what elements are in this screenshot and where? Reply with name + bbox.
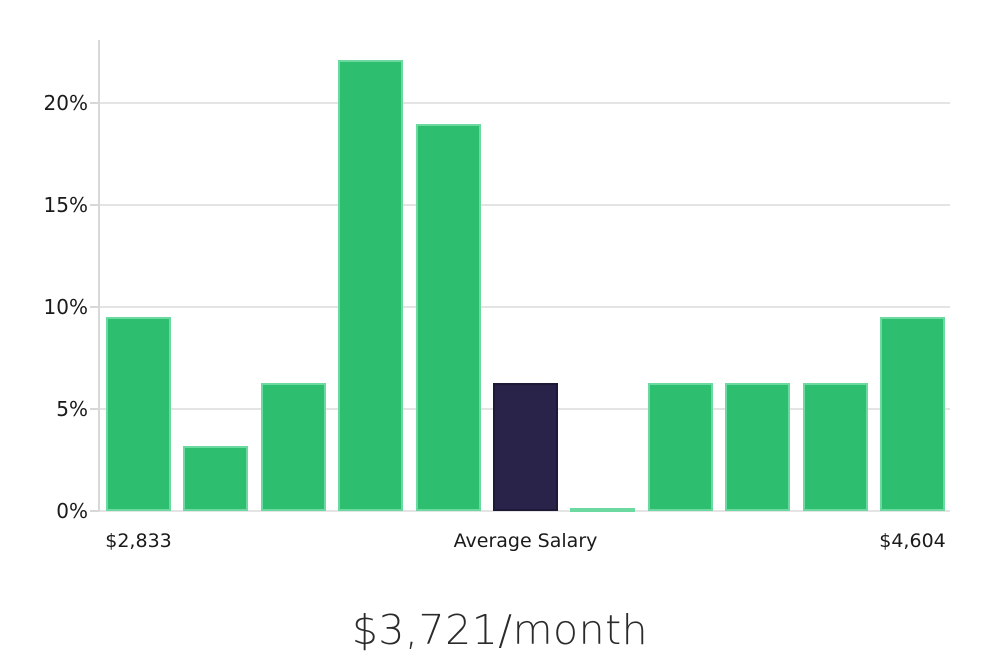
y-tick-label: 0%	[56, 499, 88, 523]
y-axis-line	[98, 40, 100, 511]
bar-salary-bucket-0	[106, 317, 171, 511]
gridline-20%	[99, 102, 950, 105]
bar-salary-bucket-9	[802, 382, 868, 511]
bar-salary-bucket-6	[570, 508, 636, 512]
y-tick-label: 10%	[43, 295, 88, 320]
average-salary-title: $3,721/month	[351, 606, 649, 654]
x-axis-label: Average Salary	[453, 530, 598, 552]
x-axis-label: $4,604	[879, 530, 946, 552]
x-axis-label: $2,833	[105, 530, 172, 552]
gridline-15%	[99, 204, 950, 207]
y-tick-mark	[90, 510, 99, 512]
gridline-0%	[99, 510, 950, 512]
gridline-10%	[99, 306, 950, 309]
bar-salary-bucket-7	[647, 382, 713, 511]
bar-salary-bucket-10	[880, 317, 945, 511]
bar-salary-bucket-8	[725, 382, 791, 511]
bar-salary-bucket-2	[260, 382, 326, 511]
bar-salary-bucket-4	[415, 123, 481, 511]
bar-salary-bucket-3	[338, 60, 404, 511]
bar-average-salary	[493, 382, 558, 511]
y-tick-mark	[90, 408, 99, 411]
y-tick-label: 20%	[43, 91, 88, 116]
y-tick-mark	[90, 102, 99, 105]
y-tick-label: 15%	[43, 193, 88, 218]
y-tick-mark	[90, 306, 99, 309]
bar-salary-bucket-1	[183, 445, 249, 511]
y-tick-mark	[90, 204, 99, 207]
y-tick-label: 5%	[56, 397, 88, 422]
